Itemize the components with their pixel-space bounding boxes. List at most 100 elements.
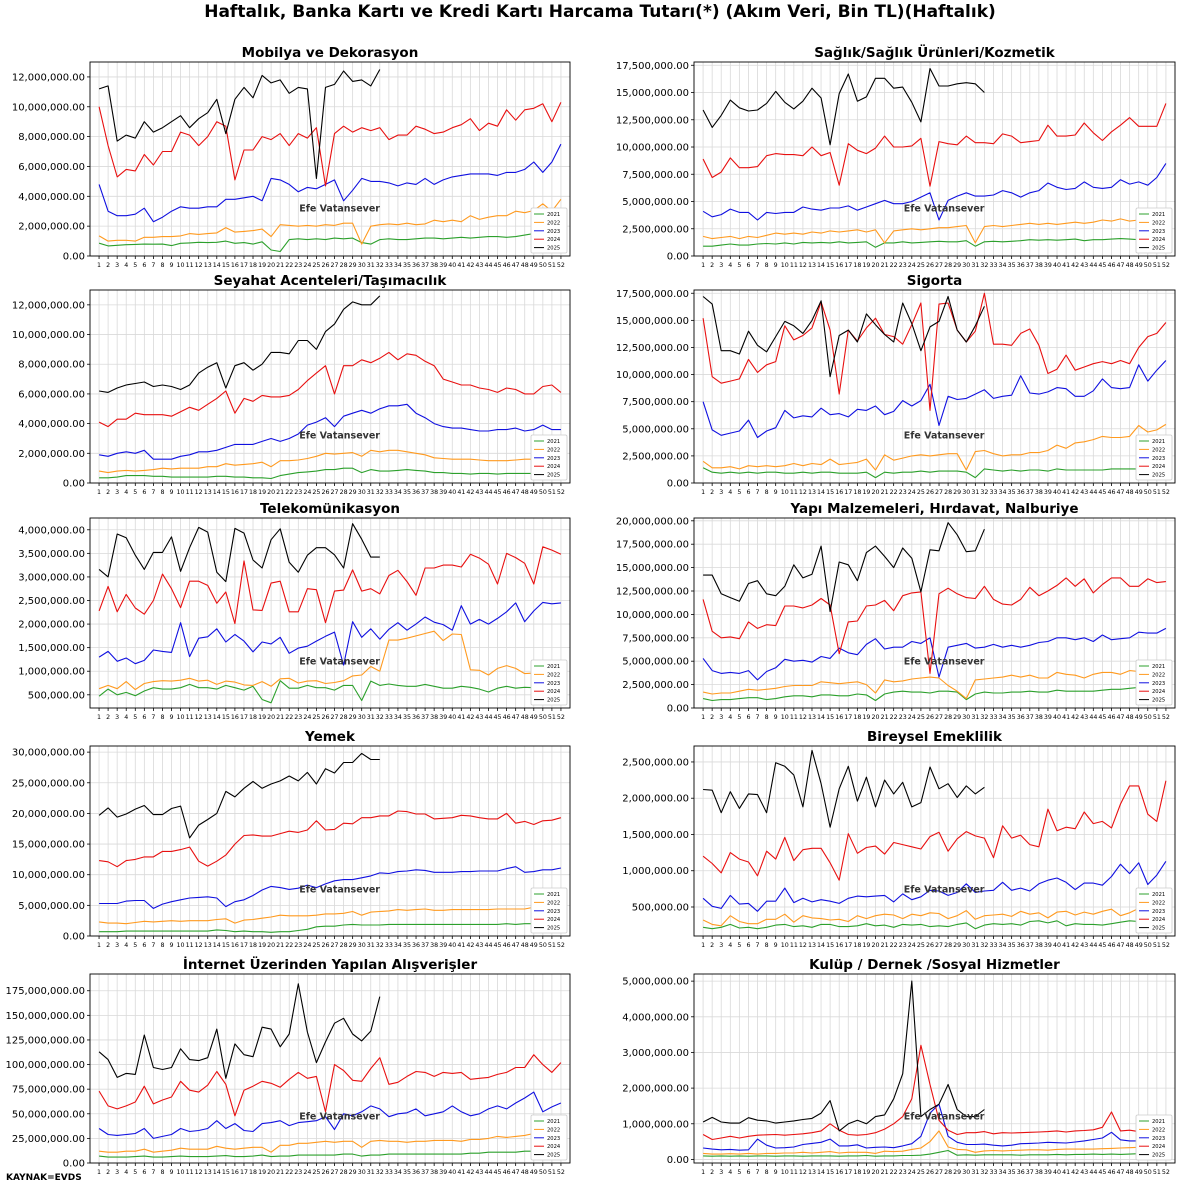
x-tick-label: 46 — [503, 262, 511, 269]
x-tick-label: 45 — [1098, 262, 1106, 269]
x-tick-label: 51 — [1153, 1169, 1161, 1176]
legend-label-2022: 2022 — [547, 447, 560, 453]
series-line-2024 — [702, 103, 1167, 187]
x-tick-label: 45 — [494, 714, 502, 721]
x-tick-label: 2 — [106, 489, 110, 496]
x-tick-label: 34 — [999, 942, 1007, 949]
x-tick-label: 7 — [151, 714, 155, 721]
x-tick-label: 18 — [249, 942, 257, 949]
x-tick-label: 10 — [177, 489, 185, 496]
series-line-2021 — [99, 1149, 562, 1158]
x-tick-label: 28 — [944, 714, 952, 721]
x-tick-label: 12 — [799, 714, 807, 721]
x-tick-label: 36 — [1017, 1169, 1025, 1176]
x-tick-label: 29 — [349, 942, 357, 949]
x-tick-label: 16 — [231, 714, 239, 721]
y-tick-label: 7,500,000.00 — [622, 633, 689, 644]
x-tick-label: 22 — [890, 1169, 898, 1176]
y-tick-label: 175,000,000.00 — [5, 986, 85, 997]
x-tick-label: 15 — [826, 1169, 834, 1176]
x-tick-label: 50 — [539, 262, 547, 269]
legend-label-2023: 2023 — [1152, 456, 1165, 462]
x-tick-label: 14 — [817, 714, 825, 721]
x-tick-label: 48 — [1126, 1169, 1134, 1176]
x-tick-label: 27 — [331, 489, 339, 496]
x-tick-label: 17 — [240, 714, 248, 721]
x-tick-label: 10 — [177, 714, 185, 721]
legend-label-2023: 2023 — [547, 456, 560, 462]
x-tick-label: 27 — [935, 714, 943, 721]
x-tick-label: 15 — [222, 942, 230, 949]
x-tick-label: 33 — [989, 1169, 997, 1176]
y-tick-label: 3,000,000.00 — [622, 1048, 689, 1059]
x-tick-label: 44 — [1089, 489, 1097, 496]
x-tick-label: 46 — [1107, 942, 1115, 949]
subplot-title: Seyahat Acenteleri/Taşımacılık — [214, 273, 448, 289]
x-tick-label: 39 — [439, 489, 447, 496]
x-tick-label: 50 — [539, 1169, 547, 1176]
legend-label-2024: 2024 — [1152, 917, 1166, 923]
series-line-2021 — [98, 233, 562, 253]
x-tick-label: 32 — [980, 942, 988, 949]
x-tick-label: 2 — [710, 942, 714, 949]
series-line-2023 — [703, 1103, 1167, 1151]
x-tick-label: 40 — [448, 489, 456, 496]
x-tick-label: 22 — [890, 262, 898, 269]
y-tick-label: 10,000,000.00 — [616, 370, 689, 381]
x-tick-label: 40 — [1053, 1169, 1061, 1176]
legend-label-2021: 2021 — [1152, 892, 1165, 898]
x-tick-label: 3 — [115, 262, 119, 269]
x-tick-label: 7 — [151, 489, 155, 496]
legend-label-2022: 2022 — [547, 220, 560, 226]
x-tick-label: 37 — [1026, 489, 1034, 496]
x-tick-label: 19 — [258, 262, 266, 269]
axes-frame — [89, 517, 571, 709]
x-tick-label: 4 — [124, 714, 128, 721]
x-tick-label: 13 — [204, 1169, 212, 1176]
legend-label-2021: 2021 — [547, 212, 560, 218]
legend-box — [1135, 434, 1173, 481]
y-tick-label: 0.00 — [63, 479, 85, 490]
series-line-2025 — [98, 523, 380, 583]
x-tick-label: 1 — [701, 262, 705, 269]
x-tick-label: 10 — [177, 262, 185, 269]
x-tick-label: 5 — [133, 714, 137, 721]
x-tick-label: 25 — [917, 714, 925, 721]
x-tick-label: 26 — [321, 942, 329, 949]
x-tick-label: 32 — [376, 942, 384, 949]
series-line-2022 — [98, 630, 562, 691]
x-tick-label: 31 — [971, 262, 979, 269]
x-tick-label: 23 — [294, 942, 302, 949]
x-tick-label: 40 — [1053, 942, 1061, 949]
x-tick-label: 52 — [1162, 489, 1170, 496]
x-tick-label: 2 — [710, 1169, 714, 1176]
watermark-text: Efe Vatansever — [299, 884, 380, 895]
y-tick-label: 7,500,000.00 — [622, 170, 689, 181]
x-tick-label: 14 — [213, 942, 221, 949]
x-tick-label: 41 — [1062, 942, 1070, 949]
x-tick-label: 48 — [521, 1169, 529, 1176]
x-tick-label: 3 — [115, 1169, 119, 1176]
x-tick-label: 24 — [908, 1169, 916, 1176]
axes-frame — [89, 745, 571, 937]
watermark-text: Efe Vatansever — [904, 884, 985, 895]
x-tick-label: 26 — [926, 942, 934, 949]
legend-box — [530, 887, 568, 934]
legend-label-2023: 2023 — [1152, 681, 1165, 687]
x-tick-label: 17 — [844, 1169, 852, 1176]
x-tick-label: 6 — [142, 262, 146, 269]
y-tick-label: 10,000,000.00 — [616, 610, 689, 621]
legend-label-2022: 2022 — [547, 1127, 560, 1133]
x-tick-label: 9 — [774, 942, 778, 949]
x-tick-label: 27 — [935, 942, 943, 949]
x-tick-label: 47 — [1117, 1169, 1125, 1176]
x-tick-label: 23 — [294, 1169, 302, 1176]
x-tick-label: 16 — [231, 262, 239, 269]
axes-frame — [693, 61, 1176, 257]
x-tick-label: 49 — [530, 262, 538, 269]
x-tick-label: 45 — [494, 489, 502, 496]
x-tick-label: 42 — [466, 942, 474, 949]
x-tick-label: 19 — [258, 1169, 266, 1176]
x-tick-label: 30 — [358, 262, 366, 269]
x-tick-label: 16 — [835, 1169, 843, 1176]
